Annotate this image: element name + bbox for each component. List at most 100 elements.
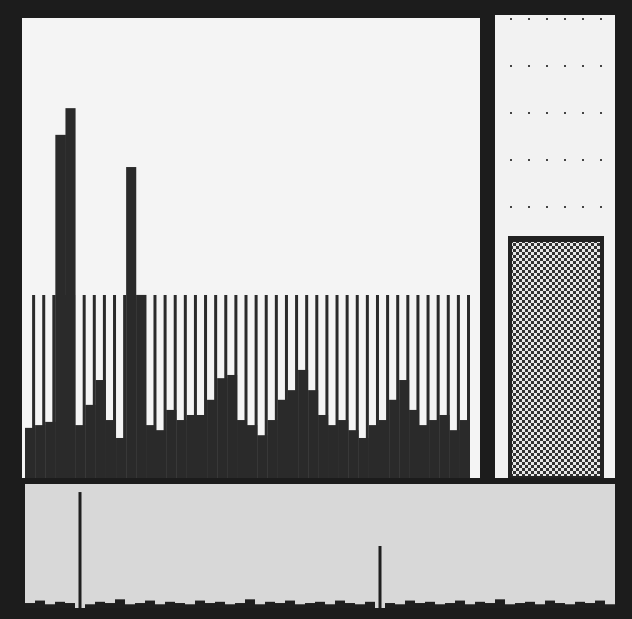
- bar: [419, 425, 430, 478]
- comb-gap: [163, 295, 167, 478]
- bar: [176, 420, 187, 478]
- dot: [582, 159, 584, 161]
- bar: [555, 603, 565, 608]
- bar: [315, 601, 325, 608]
- bar: [358, 437, 369, 478]
- bar: [435, 604, 445, 608]
- bar: [445, 603, 455, 608]
- dot: [582, 112, 584, 114]
- dot: [528, 112, 530, 114]
- bar: [257, 435, 268, 478]
- comb-gap: [365, 295, 369, 478]
- bar: [185, 604, 195, 608]
- comb-gap: [254, 295, 258, 478]
- bar: [535, 604, 545, 608]
- dot: [546, 65, 548, 67]
- dot: [510, 112, 512, 114]
- comb-gap: [335, 295, 339, 478]
- bar: [298, 369, 309, 478]
- bar: [78, 492, 82, 608]
- bar: [277, 399, 288, 478]
- bar: [267, 420, 278, 478]
- dot: [528, 159, 530, 161]
- dot: [600, 65, 602, 67]
- dot: [546, 112, 548, 114]
- bottom-panel: [25, 484, 615, 608]
- comb-gap: [204, 295, 208, 478]
- bar: [389, 399, 400, 478]
- bar: [115, 599, 125, 608]
- bar: [45, 421, 56, 478]
- bar: [345, 603, 355, 608]
- bar: [465, 604, 475, 608]
- bar: [85, 404, 96, 478]
- bar: [275, 603, 285, 608]
- dot: [600, 159, 602, 161]
- bar: [439, 414, 450, 478]
- bar: [255, 604, 265, 608]
- comb-gap: [123, 295, 127, 478]
- bar: [378, 420, 390, 478]
- comb-gap: [396, 295, 400, 478]
- bar: [225, 604, 235, 608]
- bar: [75, 425, 86, 478]
- comb-gap: [52, 295, 56, 478]
- bar: [95, 380, 106, 478]
- comb-gap: [416, 295, 420, 478]
- bar: [355, 604, 365, 608]
- bar: [195, 600, 205, 608]
- dot-grid: [510, 18, 602, 208]
- bar: [378, 546, 382, 608]
- bar: [217, 378, 228, 478]
- dot: [546, 159, 548, 161]
- bar: [227, 374, 238, 478]
- dot: [510, 65, 512, 67]
- bar: [85, 604, 95, 608]
- bar: [235, 603, 245, 608]
- comb-gap: [42, 295, 46, 478]
- bar: [145, 600, 155, 608]
- bar: [399, 380, 410, 478]
- bar: [25, 427, 36, 478]
- comb-gap: [446, 295, 450, 478]
- comb-gap: [153, 295, 157, 478]
- comb-gap: [386, 295, 390, 478]
- dot: [582, 206, 584, 208]
- bar: [525, 601, 535, 608]
- comb-gap: [426, 295, 430, 478]
- bar: [318, 414, 329, 478]
- bar: [449, 430, 460, 478]
- dot: [564, 18, 566, 20]
- bar: [35, 425, 46, 478]
- dot: [582, 65, 584, 67]
- comb-gap: [173, 295, 177, 478]
- dot: [582, 18, 584, 20]
- dot: [510, 159, 512, 161]
- bar: [495, 599, 505, 608]
- bar: [585, 603, 595, 608]
- comb-gap: [183, 295, 187, 478]
- bar: [595, 600, 605, 608]
- bar: [575, 601, 585, 608]
- dot: [564, 65, 566, 67]
- comb-gap: [355, 295, 359, 478]
- bar: [385, 603, 395, 608]
- bar: [565, 604, 575, 608]
- bottom-histogram: [25, 492, 615, 608]
- bar: [425, 601, 435, 608]
- bar: [287, 390, 299, 478]
- dot: [564, 159, 566, 161]
- bar: [455, 600, 465, 608]
- bar: [475, 601, 485, 608]
- comb-gap: [284, 295, 288, 478]
- dot: [600, 18, 602, 20]
- comb-gap: [92, 295, 96, 478]
- dot: [600, 112, 602, 114]
- bar: [429, 420, 440, 478]
- bar: [196, 414, 208, 478]
- bar: [55, 601, 65, 608]
- bar: [207, 399, 218, 478]
- dot: [528, 18, 530, 20]
- bar: [186, 414, 197, 478]
